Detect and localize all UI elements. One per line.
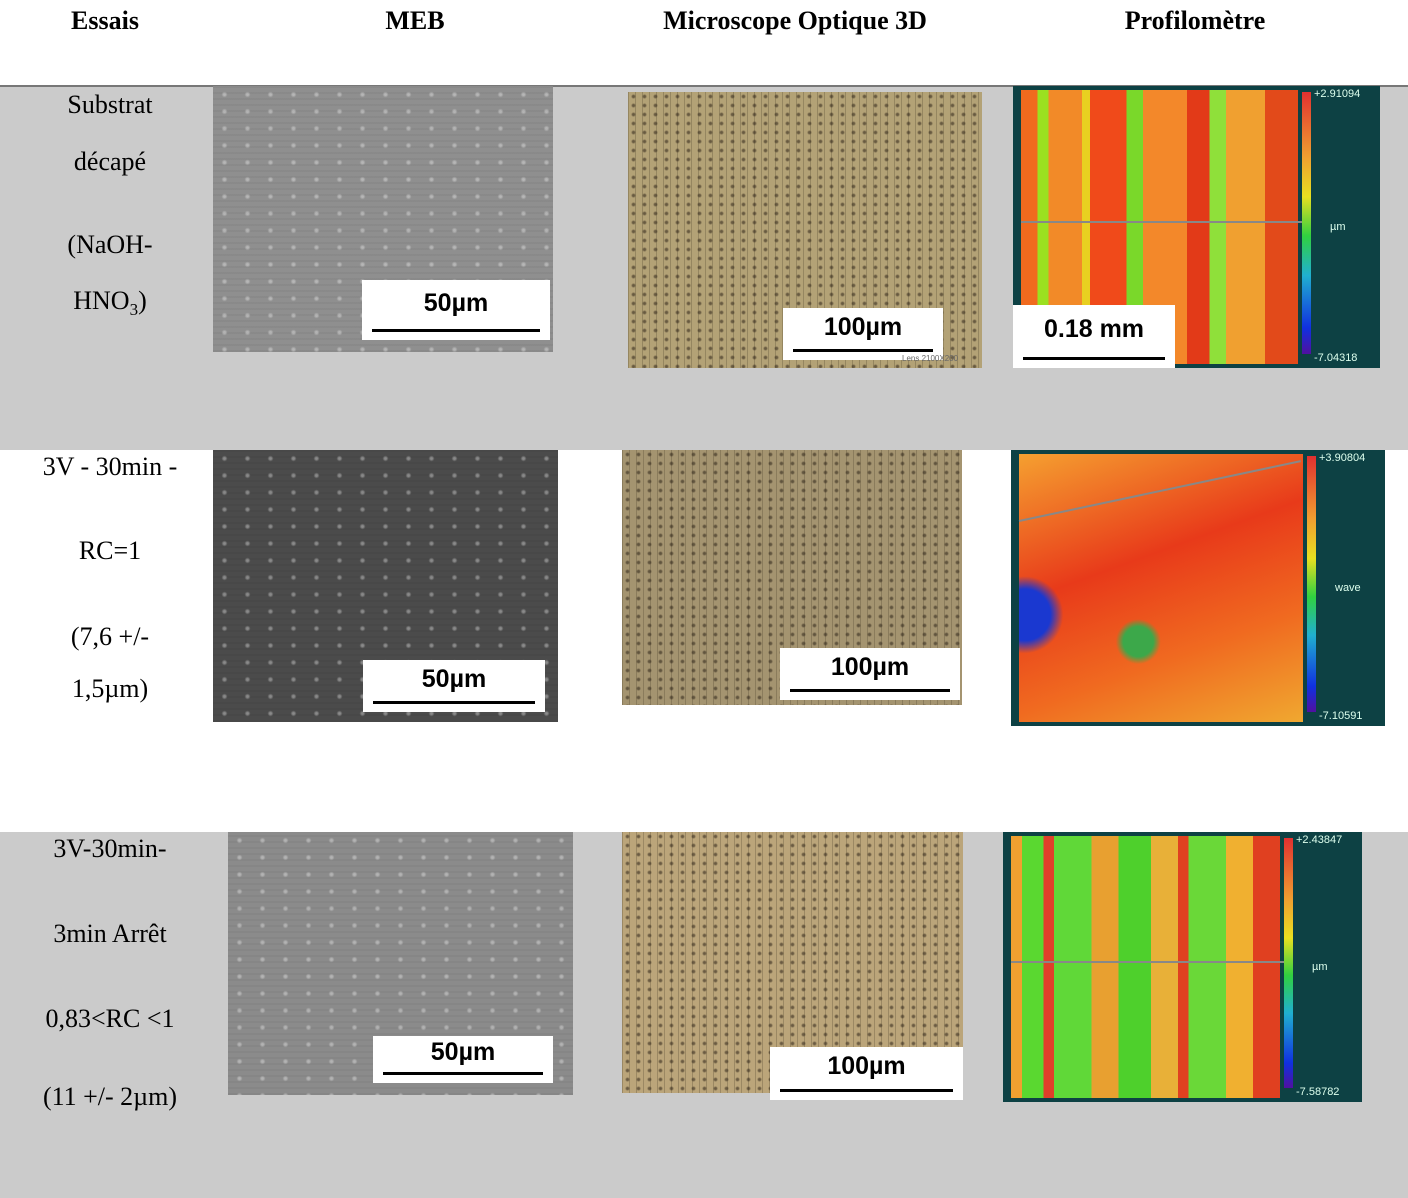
label-part: 3 (129, 300, 139, 319)
column-header: Microscope Optique 3D (663, 6, 927, 35)
scale-line (373, 701, 535, 704)
column-header: Essais (71, 6, 139, 35)
scale-unit: µm (1330, 221, 1346, 233)
scale-max: +2.43847 (1296, 834, 1343, 846)
row-label: 1,5µm) (71, 674, 149, 703)
scale-bar: 50µm (362, 280, 550, 340)
scale-line (1023, 357, 1165, 360)
row-label: 3V - 30min - (42, 452, 178, 481)
row-label: (11 +/- 2µm) (42, 1082, 178, 1111)
lens-note: Lens 2100X200 (902, 354, 959, 363)
column-header: Profilomètre (1124, 6, 1266, 35)
header-rule (0, 85, 1408, 87)
scale-bar: 50µm (373, 1036, 553, 1083)
scale-line (790, 689, 950, 692)
row-label: HNO3) (0, 286, 220, 320)
color-scale (1284, 838, 1293, 1088)
scale-bar: 100µm (770, 1047, 963, 1100)
scale-max: +3.90804 (1319, 452, 1366, 464)
scale-max: +2.91094 (1314, 88, 1361, 100)
color-scale (1302, 92, 1311, 354)
row-label: (7,6 +/- (70, 622, 150, 651)
scale-min: -7.10591 (1319, 710, 1363, 722)
scale-unit: wave (1335, 582, 1361, 594)
scale-min: -7.58782 (1296, 1086, 1340, 1098)
row-label: décapé (73, 147, 147, 176)
scale-unit: µm (1312, 961, 1328, 973)
row-label: 3V-30min- (53, 834, 167, 863)
scale-bar: 50µm (363, 660, 545, 712)
row-label: Substrat (67, 90, 153, 119)
scale-bar: 100µm (780, 648, 960, 700)
height-map (1019, 454, 1303, 722)
color-scale (1307, 456, 1316, 712)
column-header: MEB (385, 6, 445, 35)
profile-line (1011, 961, 1284, 963)
profile-line (1021, 221, 1302, 223)
scale-bar: 0.18 mm (1013, 305, 1175, 368)
scale-min: -7.04318 (1314, 352, 1358, 364)
label-part: ) (138, 286, 147, 315)
scale-line (372, 329, 540, 332)
scale-line (383, 1072, 543, 1075)
height-map (1011, 836, 1280, 1098)
row-label: 0,83<RC <1 (45, 1004, 175, 1033)
row-label: 3min Arrêt (53, 919, 167, 948)
scale-bar: 100µm (783, 308, 943, 360)
scale-line (780, 1089, 953, 1092)
scale-line (793, 349, 933, 352)
label-part: HNO (73, 286, 130, 315)
row-label: (NaOH- (67, 230, 153, 259)
profilometer-image: +2.43847 µm -7.58782 (1003, 832, 1362, 1102)
profilometer-image: +3.90804 wave -7.10591 (1011, 450, 1385, 726)
row-label: RC=1 (78, 536, 142, 565)
